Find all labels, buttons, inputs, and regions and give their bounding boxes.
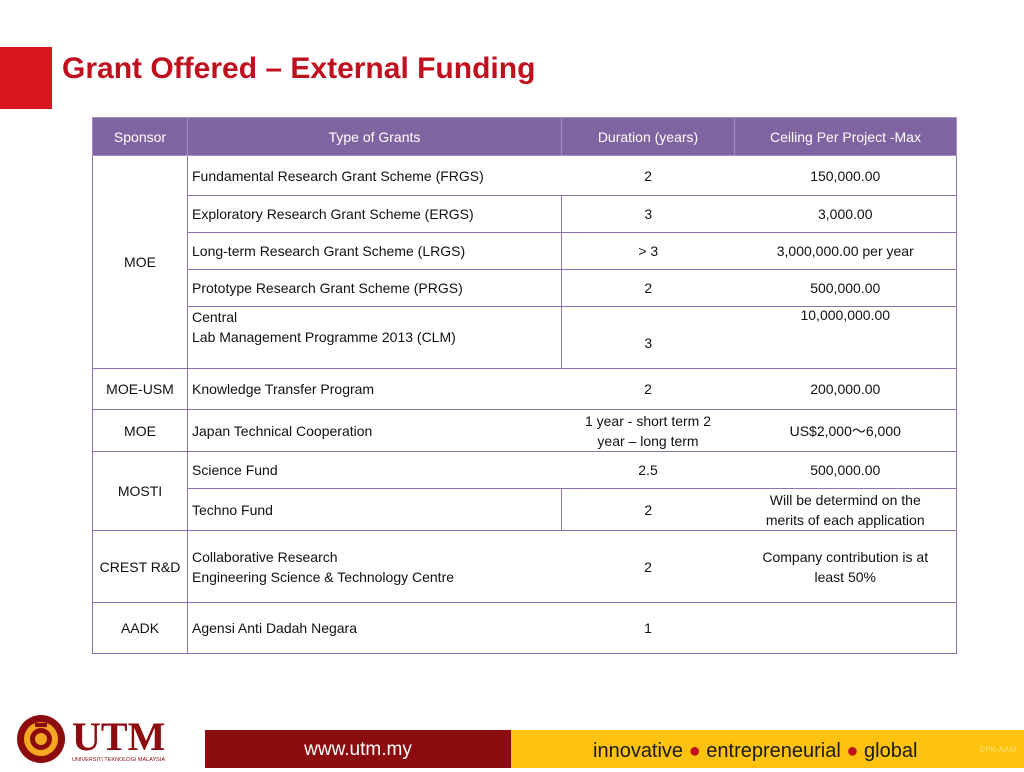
grant-type-line: Lab Management Programme 2013 (CLM) (192, 329, 456, 345)
header-sponsor: Sponsor (92, 117, 188, 156)
grant-type-cell: Collaborative Research Engineering Scien… (187, 530, 562, 603)
duration-cell: 2 (561, 155, 735, 196)
duration-cell: 2 (561, 269, 735, 307)
ceiling-cell: 500,000.00 (734, 269, 957, 307)
duration-cell: 1 year - short term 2 year – long term (561, 409, 735, 452)
table-row: Central Lab Management Programme 2013 (C… (93, 306, 957, 369)
grant-type-cell: Techno Fund (187, 488, 562, 531)
duration-cell: > 3 (561, 232, 735, 270)
bullet-icon: ● (846, 740, 859, 762)
utm-logo: UTM UNIVERSITI TEKNOLOGI MALAYSIA (15, 714, 185, 764)
tagline-entrepreneurial: entrepreneurial (706, 740, 841, 762)
table-row: Techno Fund 2 Will be determind on the m… (93, 488, 957, 531)
footer-url-link[interactable]: www.utm.my (205, 730, 511, 768)
ceiling-cell: 3,000,000.00 per year (734, 232, 957, 270)
grant-type-cell: Japan Technical Cooperation (187, 409, 562, 452)
header-duration: Duration (years) (561, 117, 735, 156)
ceiling-cell: US$2,000～6,000 (734, 409, 957, 452)
duration-cell: 3 (561, 306, 735, 369)
table-row: Exploratory Research Grant Scheme (ERGS)… (93, 195, 957, 233)
tagline-innovative: innovative (593, 740, 684, 762)
table-row: MOE-USM Knowledge Transfer Program 2 200… (92, 368, 957, 410)
sponsor-cell: CREST R&D (92, 530, 188, 603)
duration-cell: 2.5 (561, 451, 735, 489)
ceiling-cell: Will be determind on the merits of each … (734, 488, 957, 531)
ceiling-cell: 3,000.00 (734, 195, 957, 233)
duration-cell: 1 (561, 602, 735, 654)
ceiling-cell: 10,000,000.00 (734, 306, 957, 369)
table-row: Long-term Research Grant Scheme (LRGS) >… (93, 232, 957, 270)
duration-line: 1 year - short term 2 (584, 412, 712, 429)
grant-type-line: Collaborative Research (192, 548, 338, 565)
ceiling-line: Will be determind on the (769, 491, 921, 508)
ceiling-cell: Company contribution is at least 50% (734, 530, 957, 603)
ceiling-line: Company contribution is at (762, 548, 929, 565)
grant-type-cell: Agensi Anti Dadah Negara (187, 602, 562, 654)
ceiling-cell (734, 602, 957, 654)
bullet-icon: ● (688, 740, 701, 762)
tagline-global: global (864, 740, 918, 762)
logo-text: UTM (72, 714, 165, 759)
table-row: AADK Agensi Anti Dadah Negara 1 (92, 602, 957, 654)
grant-type-cell: Long-term Research Grant Scheme (LRGS) (187, 232, 562, 270)
grant-type-cell: Prototype Research Grant Scheme (PRGS) (187, 269, 562, 307)
sponsor-cell: MOE (92, 409, 188, 452)
table-row: MOE Fundamental Research Grant Scheme (F… (92, 155, 957, 369)
header-type: Type of Grants (187, 117, 562, 156)
grant-type-cell: Central Lab Management Programme 2013 (C… (187, 306, 562, 369)
table-row: MOE Japan Technical Cooperation 1 year -… (92, 409, 957, 452)
duration-cell: 2 (561, 368, 735, 410)
duration-cell: 2 (561, 530, 735, 603)
copyright-text: ©PK-AAM (979, 745, 1016, 754)
ceiling-line: merits of each application (765, 511, 925, 528)
logo-subtext: UNIVERSITI TEKNOLOGI MALAYSIA (72, 757, 165, 763)
table-header-row: Sponsor Type of Grants Duration (years) … (92, 117, 957, 156)
grant-type-cell: Knowledge Transfer Program (187, 368, 562, 410)
utm-crest-icon: UTM UNIVERSITI TEKNOLOGI MALAYSIA (17, 714, 165, 763)
ceiling-cell: 500,000.00 (734, 451, 957, 489)
table-row: Prototype Research Grant Scheme (PRGS) 2… (93, 269, 957, 307)
sponsor-cell: MOE (92, 155, 188, 369)
grant-type-cell: Exploratory Research Grant Scheme (ERGS) (187, 195, 562, 233)
grant-type-line: Central (192, 309, 238, 325)
sponsor-cell: AADK (92, 602, 188, 654)
ceiling-cell: 150,000.00 (734, 155, 957, 196)
duration-line: year – long term (597, 432, 699, 449)
header-ceiling: Ceiling Per Project -Max (734, 117, 957, 156)
tagline-text: innovative ● entrepreneurial ● global (593, 730, 917, 772)
grant-type-line: Engineering Science & Technology Centre (192, 568, 455, 585)
grants-table: Sponsor Type of Grants Duration (years) … (92, 117, 957, 654)
ceiling-line: least 50% (814, 568, 876, 585)
footer-tagline: innovative ● entrepreneurial ● global ©P… (511, 730, 1024, 768)
ceiling-cell: 200,000.00 (734, 368, 957, 410)
grant-type-cell: Science Fund (187, 451, 562, 489)
grant-type-cell: Fundamental Research Grant Scheme (FRGS) (187, 155, 562, 196)
duration-cell: 3 (561, 195, 735, 233)
table-row: MOSTI Science Fund 2.5 500,000.00 (92, 451, 957, 531)
slide-title: Grant Offered – External Funding (62, 52, 536, 85)
sponsor-cell: MOSTI (92, 451, 188, 531)
duration-cell: 2 (561, 488, 735, 531)
table-row: CREST R&D Collaborative Research Enginee… (92, 530, 957, 603)
sponsor-cell: MOE-USM (92, 368, 188, 410)
title-accent-bar (0, 47, 52, 109)
